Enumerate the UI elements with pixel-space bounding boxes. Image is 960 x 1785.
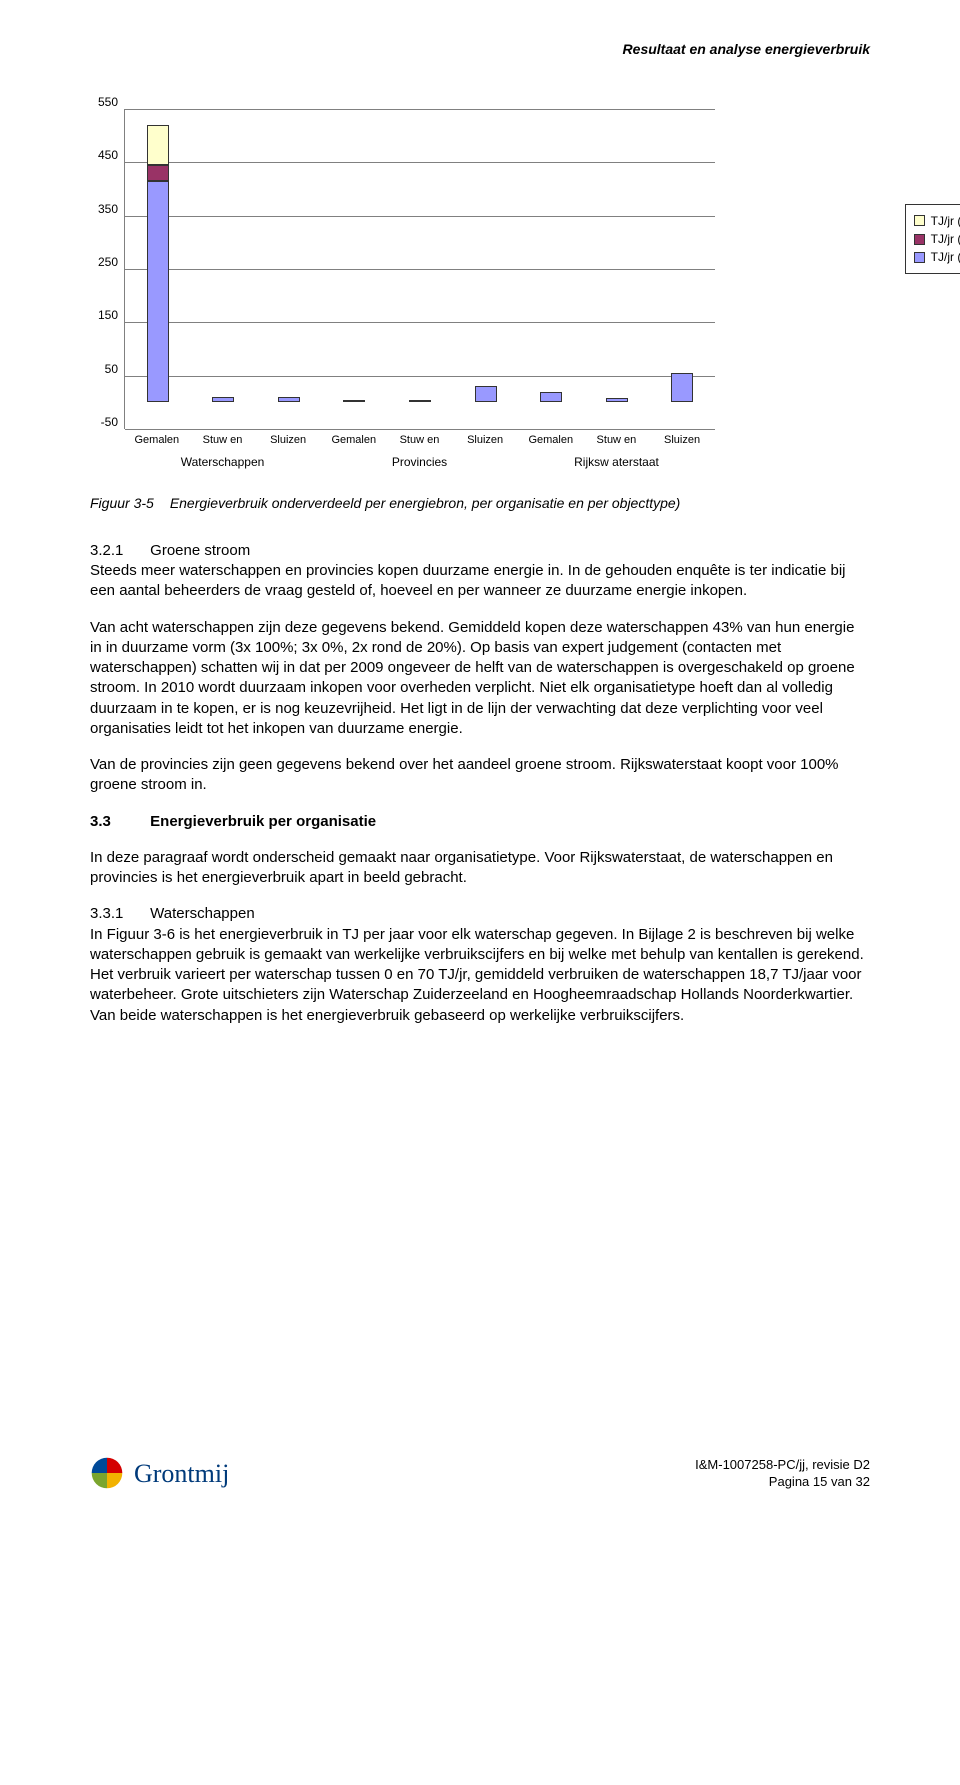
- x-label: Gemalen: [520, 433, 582, 448]
- x-label: Gemalen: [126, 433, 188, 448]
- chart-bar: [409, 400, 431, 402]
- section-number: 3.3.1: [90, 904, 146, 924]
- body-text: 3.2.1 Groene stroom Steeds meer watersch…: [90, 541, 870, 1026]
- chart-bar: [147, 125, 169, 402]
- chart-bar: [278, 397, 300, 402]
- chart-bar: [606, 398, 628, 402]
- paragraph: Steeds meer waterschappen en provincies …: [90, 561, 870, 602]
- grontmij-logo-text: Grontmij: [134, 1456, 229, 1491]
- legend-row: TJ/jr (diesel): [914, 213, 960, 229]
- figure-caption-text: Energieverbruik onderverdeeld per energi…: [170, 494, 681, 513]
- grontmij-logo-icon: [90, 1456, 124, 1490]
- page-number: Pagina 15 van 32: [695, 1473, 870, 1491]
- x-label: Stuw en: [585, 433, 647, 448]
- legend-row: TJ/jr (elektrisch): [914, 249, 960, 265]
- page-header: Resultaat en analyse energieverbruik: [90, 40, 870, 59]
- x-group-label: Rijksw aterstaat: [518, 454, 715, 470]
- section-title: Waterschappen: [150, 905, 255, 922]
- x-label: Sluizen: [651, 433, 713, 448]
- paragraph: In deze paragraaf wordt onderscheid gema…: [90, 848, 870, 889]
- x-group-label: Provincies: [321, 454, 518, 470]
- section-number: 3.3: [90, 812, 146, 832]
- chart-bar: [475, 386, 497, 402]
- section-3-3-heading: 3.3 Energieverbruik per organisatie: [90, 812, 870, 832]
- x-group-label: Waterschappen: [124, 454, 321, 470]
- x-axis-labels: GemalenStuw enSluizenGemalenStuw enSluiz…: [90, 433, 870, 448]
- paragraph: Van de provincies zijn geen gegevens bek…: [90, 755, 870, 796]
- chart-bar: [343, 400, 365, 402]
- doc-reference: I&M-1007258-PC/jj, revisie D2: [695, 1456, 870, 1474]
- plot-area: [124, 109, 715, 429]
- section-number: 3.2.1: [90, 541, 146, 561]
- grontmij-logo: Grontmij: [90, 1456, 229, 1491]
- chart-legend: TJ/jr (diesel) TJ/jr (aardgas) TJ/jr (elek…: [905, 204, 960, 275]
- x-label: Sluizen: [257, 433, 319, 448]
- figure-caption: Figuur 3-5 Energieverbruik onderverdeeld…: [90, 494, 870, 513]
- section-3-3-1-heading: 3.3.1 Waterschappen: [90, 904, 870, 924]
- x-label: Stuw en: [388, 433, 450, 448]
- chart-bar: [671, 373, 693, 402]
- page-footer: Grontmij I&M-1007258-PC/jj, revisie D2 P…: [90, 1456, 870, 1491]
- x-axis-group-labels: WaterschappenProvinciesRijksw aterstaat: [90, 454, 870, 470]
- figure-number: Figuur 3-5: [90, 494, 154, 513]
- x-label: Sluizen: [454, 433, 516, 448]
- section-title: Energieverbruik per organisatie: [150, 813, 376, 830]
- section-3-2-1-heading: 3.2.1 Groene stroom: [90, 541, 870, 561]
- figure-3-5-chart: 55045035025015050-50 TJ/jr (diesel)TJ/jr…: [90, 109, 870, 470]
- x-label: Stuw en: [191, 433, 253, 448]
- legend-row: TJ/jr (aardgas): [914, 231, 960, 247]
- x-label: Gemalen: [323, 433, 385, 448]
- y-axis: 55045035025015050-50: [90, 109, 124, 429]
- chart-bar: [212, 397, 234, 402]
- paragraph: In Figuur 3-6 is het energieverbruik in …: [90, 925, 870, 1026]
- section-title: Groene stroom: [150, 542, 250, 559]
- chart-bar: [540, 392, 562, 403]
- paragraph: Van acht waterschappen zijn deze gegeven…: [90, 618, 870, 740]
- footer-right: I&M-1007258-PC/jj, revisie D2 Pagina 15 …: [695, 1456, 870, 1491]
